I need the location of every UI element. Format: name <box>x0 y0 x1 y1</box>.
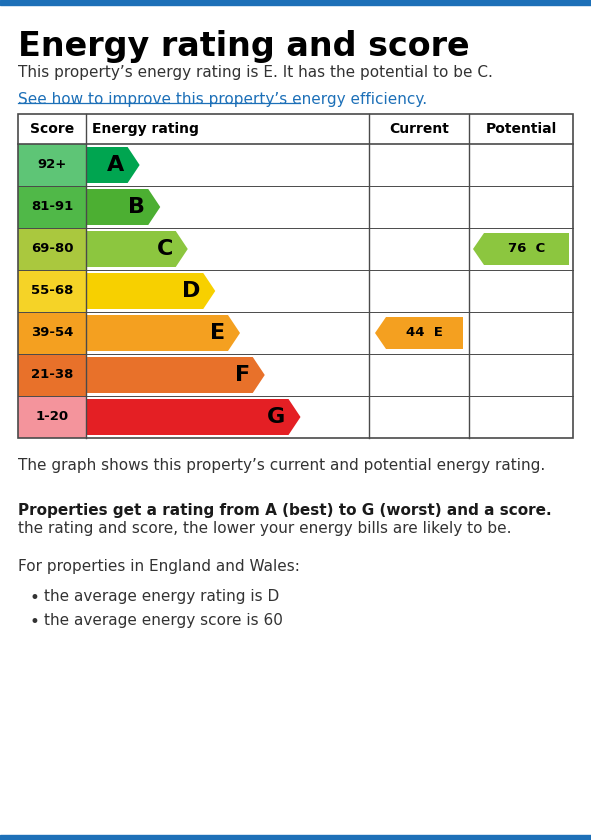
Text: 81-91: 81-91 <box>31 201 73 213</box>
Bar <box>18 114 573 438</box>
Text: •: • <box>30 589 40 607</box>
Text: See how to improve this property’s energy efficiency.: See how to improve this property’s energ… <box>18 92 427 107</box>
Bar <box>18 354 86 396</box>
Text: 69-80: 69-80 <box>31 243 73 255</box>
Bar <box>0 0 591 5</box>
Text: the average energy score is 60: the average energy score is 60 <box>44 613 283 628</box>
Bar <box>18 270 86 312</box>
Bar <box>18 396 86 438</box>
Bar <box>18 186 86 228</box>
Bar <box>18 228 86 270</box>
Text: D: D <box>182 281 200 301</box>
Polygon shape <box>86 357 265 393</box>
Text: •: • <box>30 613 40 631</box>
Text: C: C <box>157 239 173 259</box>
Bar <box>18 114 573 144</box>
Text: the average energy rating is D: the average energy rating is D <box>44 589 280 604</box>
Text: B: B <box>128 197 145 217</box>
Text: Current: Current <box>389 122 449 136</box>
Polygon shape <box>86 189 160 225</box>
Text: 92+: 92+ <box>37 159 67 171</box>
Text: Energy rating and score: Energy rating and score <box>18 30 470 63</box>
Text: the rating and score, the lower your energy bills are likely to be.: the rating and score, the lower your ene… <box>18 521 511 536</box>
Bar <box>18 312 86 354</box>
Text: For properties in England and Wales:: For properties in England and Wales: <box>18 559 300 574</box>
Text: Properties get a rating from A (best) to G (worst) and a score.: Properties get a rating from A (best) to… <box>18 503 551 518</box>
Text: G: G <box>267 407 285 427</box>
Polygon shape <box>473 233 569 265</box>
Text: The graph shows this property’s current and potential energy rating.: The graph shows this property’s current … <box>18 458 545 473</box>
Text: Energy rating: Energy rating <box>92 122 199 136</box>
Polygon shape <box>86 399 300 435</box>
Polygon shape <box>86 273 215 309</box>
Text: 76  C: 76 C <box>508 243 545 255</box>
Text: F: F <box>235 365 250 385</box>
Text: E: E <box>210 323 225 343</box>
Text: 44  E: 44 E <box>406 327 443 339</box>
Text: 55-68: 55-68 <box>31 285 73 297</box>
Bar <box>0 835 591 840</box>
Polygon shape <box>375 317 463 349</box>
Text: This property’s energy rating is E. It has the potential to be C.: This property’s energy rating is E. It h… <box>18 65 493 80</box>
Polygon shape <box>86 147 139 183</box>
Text: Potential: Potential <box>485 122 557 136</box>
Polygon shape <box>86 231 188 267</box>
Text: A: A <box>108 155 125 175</box>
Text: 39-54: 39-54 <box>31 327 73 339</box>
Text: 1-20: 1-20 <box>35 411 69 423</box>
Polygon shape <box>86 315 240 351</box>
Text: Score: Score <box>30 122 74 136</box>
Bar <box>18 144 86 186</box>
Text: 21-38: 21-38 <box>31 369 73 381</box>
